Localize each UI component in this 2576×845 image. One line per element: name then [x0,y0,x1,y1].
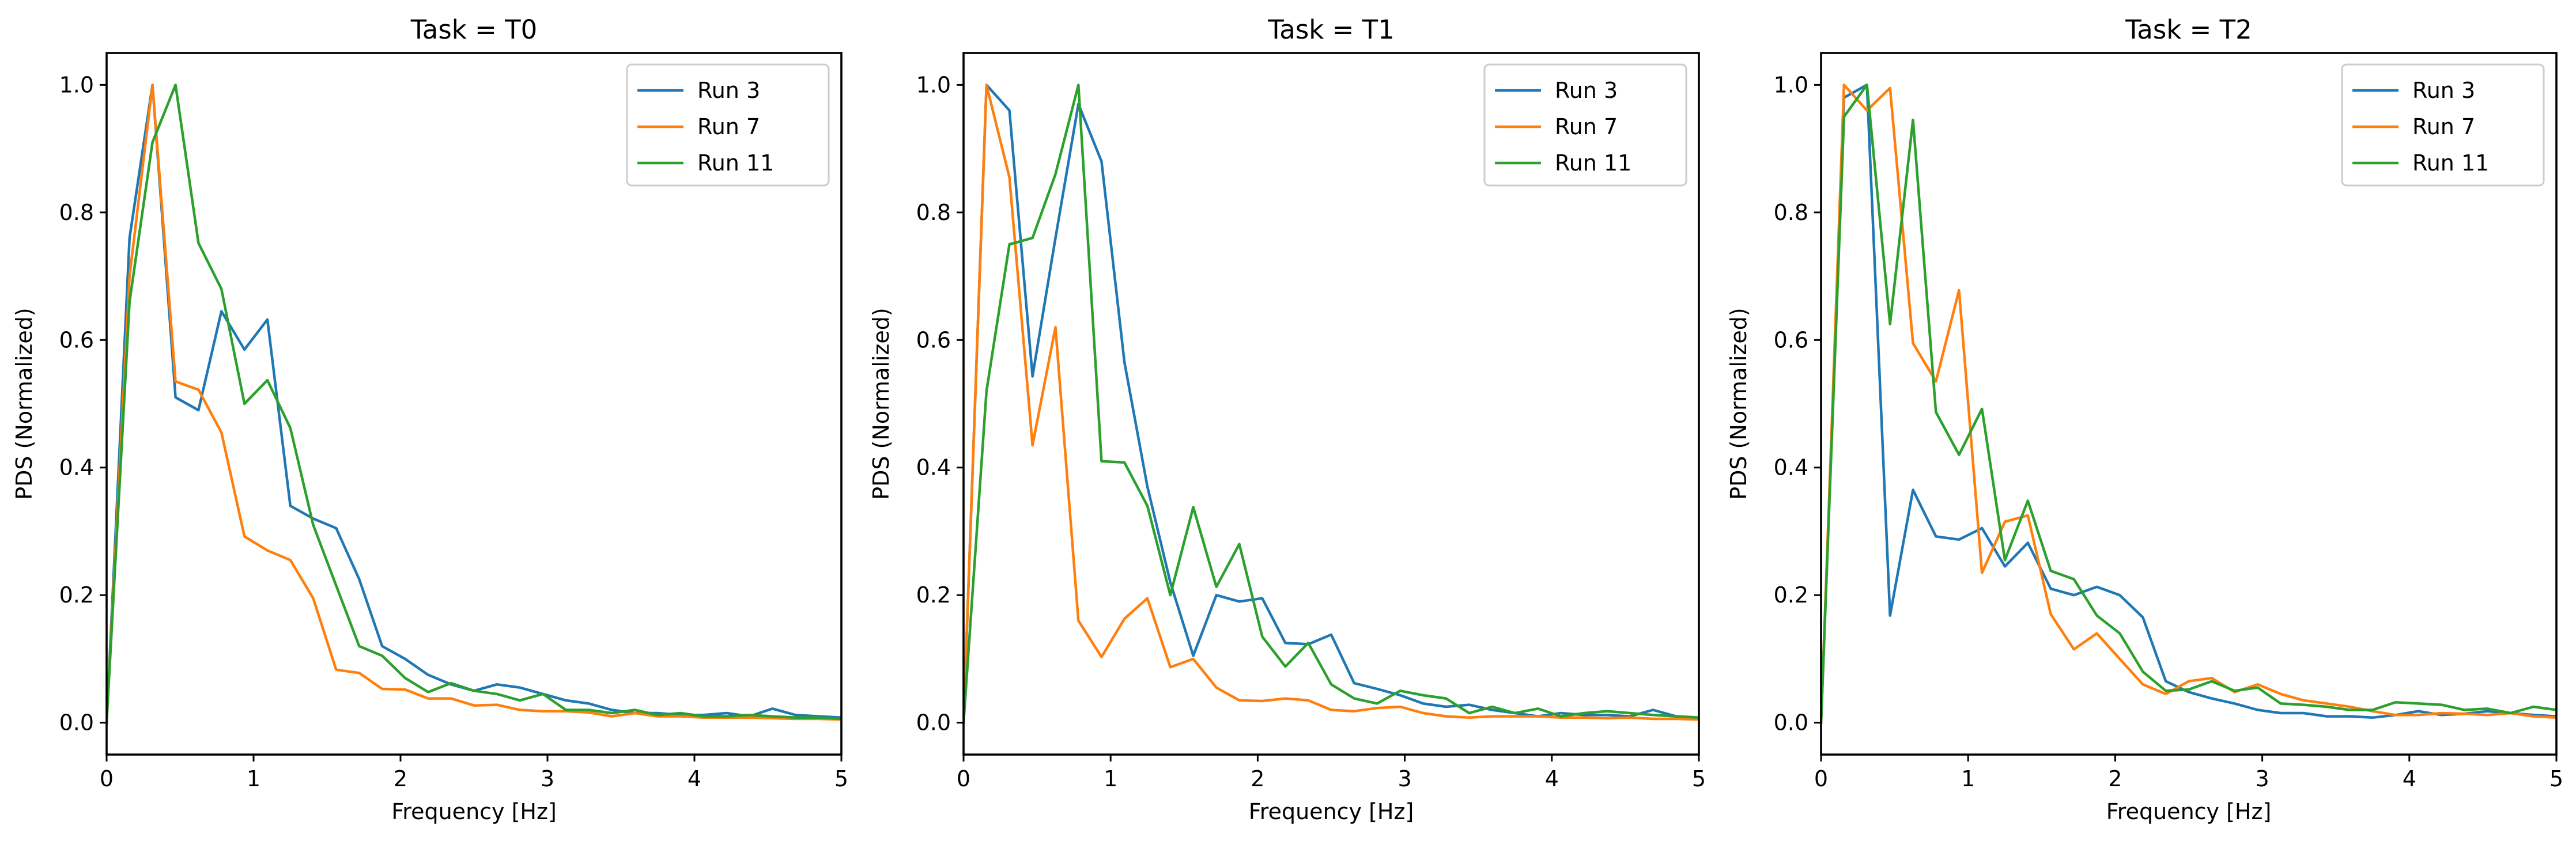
axes-frame [962,52,1700,756]
y-tick-label: 0.2 [59,582,94,608]
y-axis-label: PDS (Normalized) [1726,308,1751,500]
y-tick-label: 0.8 [59,200,94,225]
legend-frame [626,63,830,187]
legend-frame [2341,63,2545,187]
y-tick-label: 0.6 [59,327,94,353]
y-tick-label: 0.0 [1774,710,1808,736]
y-tick-label: 0.2 [916,582,951,608]
x-tick-label: 5 [834,766,848,791]
y-axis-label: PDS (Normalized) [12,308,37,500]
legend-label: Run 3 [697,78,760,103]
series-line-run-7 [1821,84,2556,724]
legend-frame [1483,63,1687,187]
y-tick-label: 0.6 [916,327,951,353]
x-tick-label: 5 [1692,766,1706,791]
x-tick-label: 1 [1961,766,1975,791]
plot-area [1821,84,2556,724]
axes-frame [105,52,843,756]
legend-label: Run 11 [1555,150,1631,176]
y-tick-label: 0.4 [916,455,951,480]
y-tick-label: 1.0 [59,72,94,97]
y-tick-label: 0.8 [916,200,951,225]
axes-frame [1820,52,2558,756]
series-line-run-11 [964,84,1699,724]
legend: Run 3 Run 7 Run 11 [1483,63,1687,187]
legend-label: Run 3 [2412,78,2475,103]
y-tick-label: 0.8 [1774,200,1808,225]
x-tick-label: 4 [688,766,701,791]
chart-title: Task = T0 [410,14,538,45]
x-axis-label: Frequency [Hz] [391,799,557,824]
x-tick-label: 0 [957,766,970,791]
x-tick-label: 2 [2108,766,2122,791]
plot-area [107,84,841,724]
y-tick-label: 0.4 [1774,455,1808,480]
legend: Run 3 Run 7 Run 11 [626,63,830,187]
x-tick-label: 3 [541,766,554,791]
chart-panel-2: 0 1 2 3 4 5 0.0 0.2 0.4 0.6 0.8 1.0 Task = T2 Frequen… [1726,14,2563,824]
y-tick-label: 0.0 [59,710,94,736]
y-tick-label: 0.0 [916,710,951,736]
y-tick-label: 0.6 [1774,327,1808,353]
x-axis-label: Frequency [Hz] [2106,799,2272,824]
x-tick-label: 2 [1251,766,1264,791]
y-tick-label: 0.2 [1774,582,1808,608]
x-tick-label: 0 [100,766,114,791]
x-tick-label: 1 [1104,766,1117,791]
x-tick-label: 5 [2549,766,2563,791]
x-tick-label: 0 [1814,766,1828,791]
legend-label: Run 3 [1555,78,1618,103]
legend: Run 3 Run 7 Run 11 [2341,63,2545,187]
series-line-run-7 [964,84,1699,724]
chart-panel-0: 0 1 2 3 4 5 0.0 0.2 0.4 0.6 0.8 1.0 Task = T0 Frequen… [12,14,848,824]
legend-label: Run 7 [1555,114,1618,139]
chart-title: Task = T1 [1267,14,1395,45]
plot-area [964,84,1699,724]
y-axis-label: PDS (Normalized) [868,308,894,500]
series-line-run-11 [107,84,841,724]
x-tick-label: 2 [394,766,407,791]
y-tick-label: 0.4 [59,455,94,480]
legend-label: Run 7 [697,114,760,139]
y-tick-label: 1.0 [916,72,951,97]
x-tick-label: 4 [1545,766,1559,791]
x-axis-label: Frequency [Hz] [1249,799,1414,824]
x-tick-label: 1 [247,766,260,791]
x-tick-label: 3 [1398,766,1412,791]
chart-panel-1: 0 1 2 3 4 5 0.0 0.2 0.4 0.6 0.8 1.0 Task = T1 Frequen… [868,14,1706,824]
y-tick-label: 1.0 [1774,72,1808,97]
x-tick-label: 3 [2256,766,2269,791]
series-line-run-11 [1821,84,2556,724]
legend-label: Run 11 [697,150,774,176]
x-tick-label: 4 [2403,766,2416,791]
legend-label: Run 7 [2412,114,2475,139]
legend-label: Run 11 [2412,150,2489,176]
chart-title: Task = T2 [2125,14,2252,45]
